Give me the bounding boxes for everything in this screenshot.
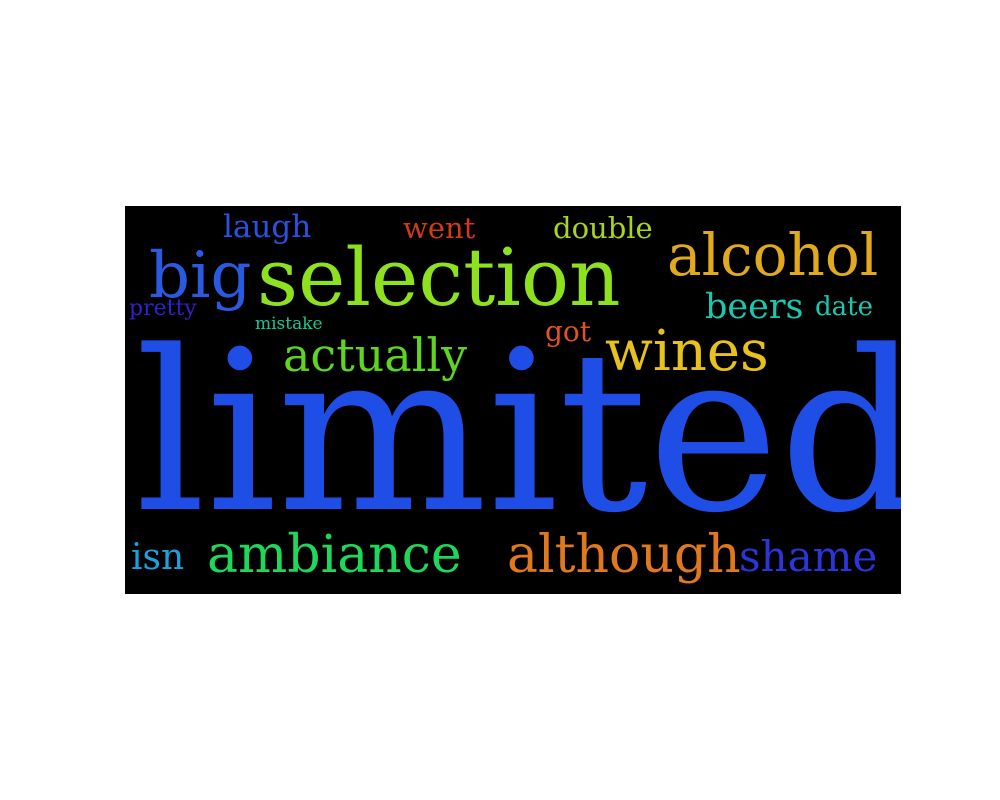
word-ambiance: ambiance — [207, 525, 462, 585]
word-pretty: pretty — [129, 296, 197, 321]
word-wines: wines — [605, 319, 769, 384]
word-laugh: laugh — [223, 209, 312, 245]
word-mistake: mistake — [255, 314, 323, 334]
word-beers: beers — [705, 287, 804, 327]
word-got: got — [545, 315, 592, 348]
word-actually: actually — [283, 328, 468, 382]
word-limited: limited — [135, 304, 901, 562]
word-alcohol: alcohol — [667, 221, 879, 289]
word-double: double — [553, 211, 653, 245]
word-isn: isn — [131, 537, 185, 578]
word-went: went — [403, 211, 476, 245]
word-although: although — [507, 525, 741, 585]
word-big: big — [149, 239, 252, 313]
word-cloud: limited selection alcohol big actually w… — [125, 206, 901, 594]
word-selection: selection — [257, 231, 621, 324]
word-shame: shame — [739, 532, 878, 581]
word-date: date — [815, 292, 873, 322]
